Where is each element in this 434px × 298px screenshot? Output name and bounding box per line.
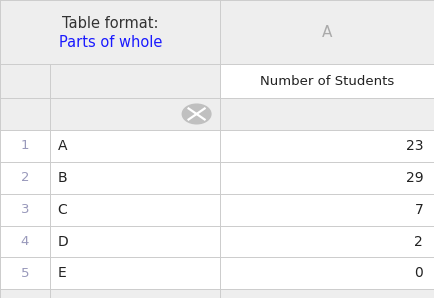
Bar (0, 98, 434, 130)
Text: Number of Students: Number of Students (260, 74, 395, 88)
Text: E: E (58, 266, 66, 280)
Bar (0, 194, 434, 226)
Bar (0, 0, 434, 64)
Text: A: A (322, 24, 332, 40)
Bar (0, 162, 434, 194)
Text: 4: 4 (21, 235, 29, 248)
Bar (220, 64, 434, 98)
Text: C: C (58, 203, 67, 217)
Text: 2: 2 (414, 235, 423, 249)
Text: A: A (58, 139, 67, 153)
Circle shape (182, 104, 211, 124)
Text: Parts of whole: Parts of whole (59, 35, 162, 50)
Text: D: D (58, 235, 69, 249)
Text: 23: 23 (406, 139, 423, 153)
Text: 2: 2 (21, 171, 29, 184)
Text: B: B (58, 171, 67, 185)
Text: 29: 29 (405, 171, 423, 185)
Bar (0, 226, 434, 257)
Text: 0: 0 (414, 266, 423, 280)
Bar (0, 130, 434, 162)
Bar (0, 257, 434, 289)
Text: 3: 3 (21, 203, 29, 216)
Bar (0, 64, 220, 98)
Text: 1: 1 (21, 139, 29, 152)
Text: Table format:: Table format: (62, 16, 158, 31)
Text: 7: 7 (414, 203, 423, 217)
Text: 5: 5 (21, 267, 29, 280)
